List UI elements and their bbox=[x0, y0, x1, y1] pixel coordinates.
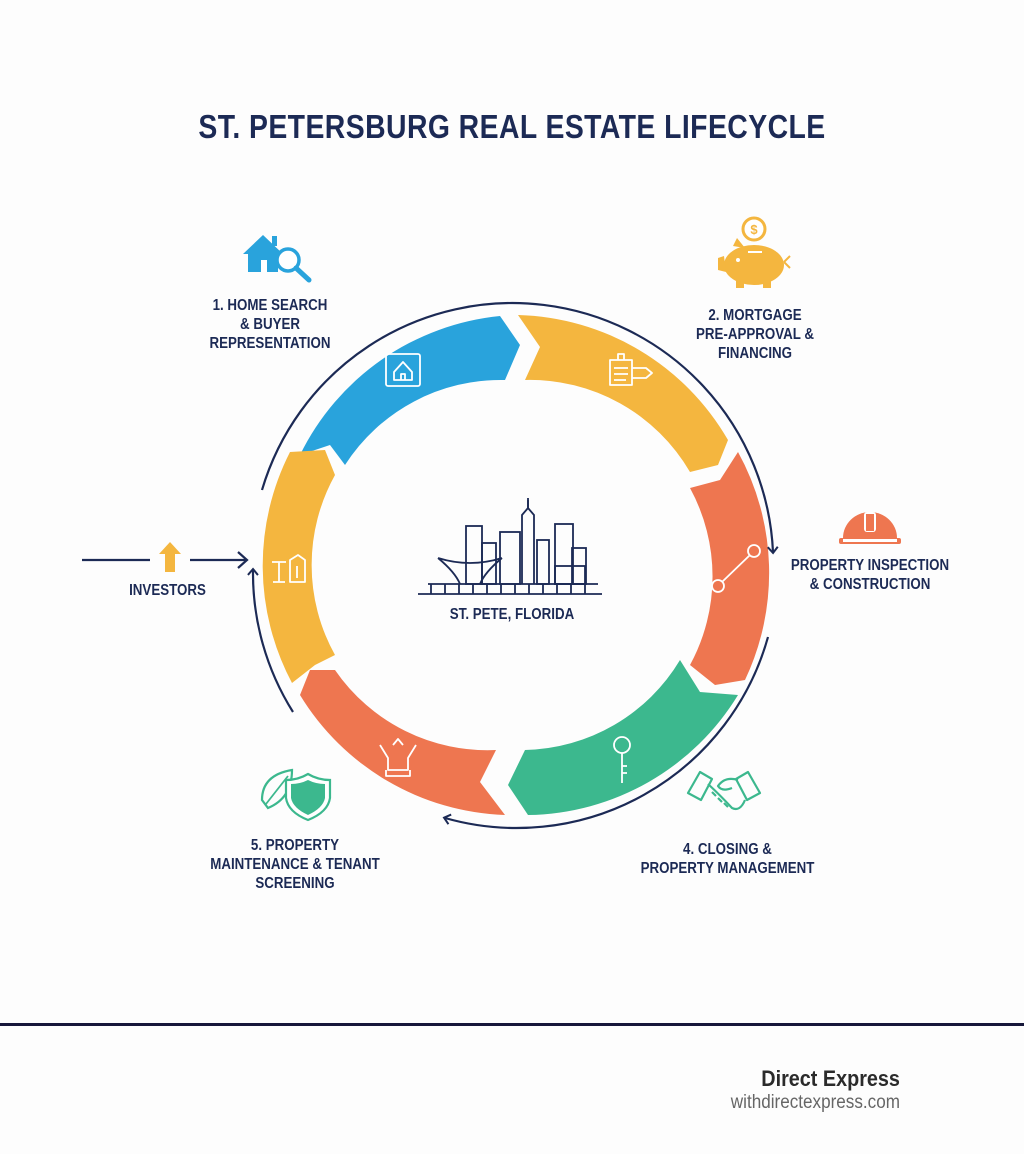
stage-1-label: 1. HOME SEARCH & BUYER REPRESENTATION bbox=[209, 297, 331, 352]
house-search-icon bbox=[243, 235, 312, 283]
svg-text:$: $ bbox=[750, 222, 758, 237]
city-skyline-icon bbox=[418, 498, 602, 595]
investors-label: INVESTORS bbox=[129, 582, 206, 599]
piggy-bank-icon: $ bbox=[718, 216, 791, 288]
hard-hat-icon bbox=[839, 512, 901, 544]
ring-segment-5-maintenance bbox=[300, 670, 505, 815]
stage-2-label: 2. MORTGAGE PRE-APPROVAL & FINANCING bbox=[695, 307, 815, 362]
footer-brand: Direct Express withdirectexpress.com bbox=[712, 1066, 900, 1114]
stage-4-label: 4. CLOSING & PROPERTY MANAGEMENT bbox=[640, 841, 815, 877]
center-label: ST. PETE, FLORIDA bbox=[449, 606, 575, 623]
wrench-icon bbox=[711, 544, 761, 593]
key-icon bbox=[613, 736, 631, 783]
leaf-shield-icon bbox=[260, 768, 332, 822]
bin-icon bbox=[379, 738, 417, 777]
footer-divider bbox=[0, 1023, 1024, 1026]
page-title: ST. PETERSBURG REAL ESTATE LIFECYCLE bbox=[198, 108, 826, 145]
house-frame-icon bbox=[385, 353, 421, 387]
ring-segment-1-home-search bbox=[300, 316, 520, 465]
document-stamp-icon bbox=[609, 353, 653, 386]
tools-icon bbox=[272, 554, 306, 583]
investors-input-arrow bbox=[82, 551, 249, 569]
stage-5-label: 5. PROPERTY MAINTENANCE & TENANT SCREENI… bbox=[210, 837, 380, 892]
ring-segment-6-investors bbox=[262, 450, 335, 683]
ring-segment-2-mortgage bbox=[518, 315, 728, 472]
handshake-icon bbox=[686, 770, 762, 811]
brand-name: Direct Express bbox=[761, 1066, 900, 1091]
brand-url[interactable]: withdirectexpress.com bbox=[730, 1092, 900, 1113]
cycle-arrows bbox=[247, 301, 779, 830]
lifecycle-diagram: $ 1. HOME SEARCH & BUYER REPRESENTATION … bbox=[82, 216, 950, 892]
ring-segment-3-inspection bbox=[690, 452, 770, 685]
up-arrow-icon bbox=[159, 542, 181, 572]
stage-3-label: PROPERTY INSPECTION & CONSTRUCTION bbox=[790, 557, 950, 593]
